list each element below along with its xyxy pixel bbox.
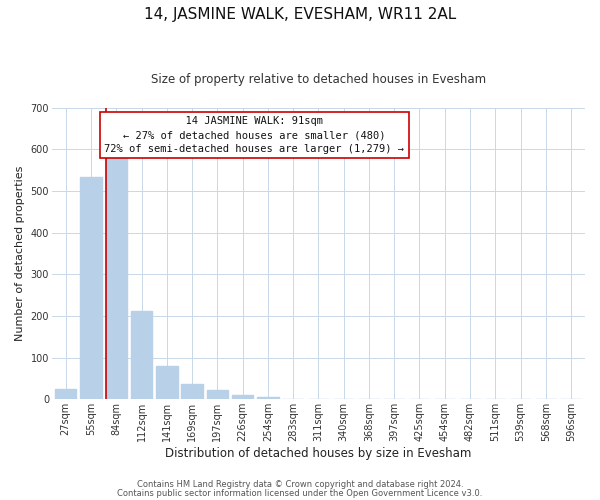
- Text: Contains HM Land Registry data © Crown copyright and database right 2024.: Contains HM Land Registry data © Crown c…: [137, 480, 463, 489]
- Bar: [106, 154, 127, 400]
- Text: Contains public sector information licensed under the Open Government Licence v3: Contains public sector information licen…: [118, 488, 482, 498]
- Bar: [131, 310, 152, 400]
- Bar: [232, 395, 253, 400]
- Bar: [80, 177, 102, 400]
- Bar: [55, 389, 76, 400]
- Bar: [257, 397, 278, 400]
- Text: 14 JASMINE WALK: 91sqm  
← 27% of detached houses are smaller (480)
72% of semi-: 14 JASMINE WALK: 91sqm ← 27% of detached…: [104, 116, 404, 154]
- Y-axis label: Number of detached properties: Number of detached properties: [15, 166, 25, 341]
- Text: 14, JASMINE WALK, EVESHAM, WR11 2AL: 14, JASMINE WALK, EVESHAM, WR11 2AL: [144, 8, 456, 22]
- Title: Size of property relative to detached houses in Evesham: Size of property relative to detached ho…: [151, 72, 486, 86]
- X-axis label: Distribution of detached houses by size in Evesham: Distribution of detached houses by size …: [165, 447, 472, 460]
- Bar: [156, 366, 178, 400]
- Bar: [181, 384, 203, 400]
- Bar: [206, 390, 228, 400]
